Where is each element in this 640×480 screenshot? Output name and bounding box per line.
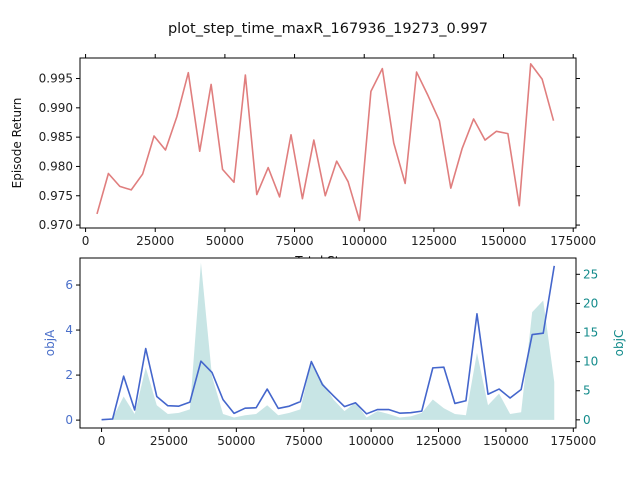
bottom-panel: 0 25000 50000 75000 100000 125000 150000 175000… [43, 257, 626, 448]
top-y-tick-label: 0.990 [39, 101, 73, 115]
bottom-x-tick-label: 150000 [483, 434, 529, 448]
bottom-x-tick-label: 75000 [285, 434, 323, 448]
objA-line [101, 265, 556, 421]
bottom-plot-frame [79, 257, 577, 429]
top-y-tick-label: 0.985 [39, 130, 73, 144]
top-x-tick-label: 150000 [481, 234, 527, 248]
top-x-tick-label: 125000 [411, 234, 457, 248]
top-y-tick-label: 0.975 [39, 189, 73, 203]
bottom-x-tick-label: 50000 [217, 434, 255, 448]
left-y-tick-label: 0 [65, 413, 73, 427]
right-y-tick-label: 10 [583, 355, 598, 369]
bottom-x-tick-label: 25000 [150, 434, 188, 448]
left-y-axis-label: objA [43, 329, 57, 356]
top-x-tick-label: 50000 [206, 234, 244, 248]
right-y-tick-label: 15 [583, 326, 598, 340]
bottom-x-tick-label: 125000 [416, 434, 462, 448]
left-y-tick-label: 2 [65, 368, 73, 382]
top-x-tick-label: 0 [82, 234, 90, 248]
right-y-tick-label: 0 [583, 413, 591, 427]
right-y-tick-label: 20 [583, 296, 598, 310]
top-plot-frame [79, 57, 577, 229]
bottom-right-y-ticks: 0 5 10 15 20 25 [576, 267, 598, 427]
episode-return-line [96, 63, 555, 222]
left-y-tick-label: 6 [65, 278, 73, 292]
top-x-tick-label: 100000 [341, 234, 387, 248]
top-y-tick-label: 0.980 [39, 159, 73, 173]
bottom-x-tick-label: 0 [98, 434, 106, 448]
chart-title: plot_step_time_maxR_167936_19273_0.997 [168, 21, 488, 37]
left-y-tick-label: 4 [65, 323, 73, 337]
bottom-x-tick-label: 100000 [348, 434, 394, 448]
bottom-x-tick-label: 175000 [550, 434, 596, 448]
bottom-left-y-ticks: 0 2 4 6 [65, 278, 80, 427]
top-x-tick-label: 25000 [136, 234, 174, 248]
right-y-tick-label: 25 [583, 267, 598, 281]
bottom-x-ticks: 0 25000 50000 75000 100000 125000 150000 175000 [98, 428, 596, 448]
top-y-tick-label: 0.970 [39, 218, 73, 232]
top-x-tick-label: 175000 [550, 234, 596, 248]
top-y-ticks: 0.970 0.975 0.980 0.985 0.990 0.995 [39, 72, 580, 232]
top-y-tick-label: 0.995 [39, 72, 73, 86]
objC-area [101, 262, 555, 420]
right-y-axis-label: objC [612, 330, 626, 357]
top-y-axis-label: Episode Return [10, 98, 24, 189]
top-x-ticks: 0 25000 50000 75000 100000 125000 150000 175000 [82, 54, 596, 248]
top-panel: 0 25000 50000 75000 100000 125000 150000 175000… [10, 54, 596, 268]
top-x-tick-label: 75000 [275, 234, 313, 248]
right-y-tick-label: 5 [583, 384, 591, 398]
